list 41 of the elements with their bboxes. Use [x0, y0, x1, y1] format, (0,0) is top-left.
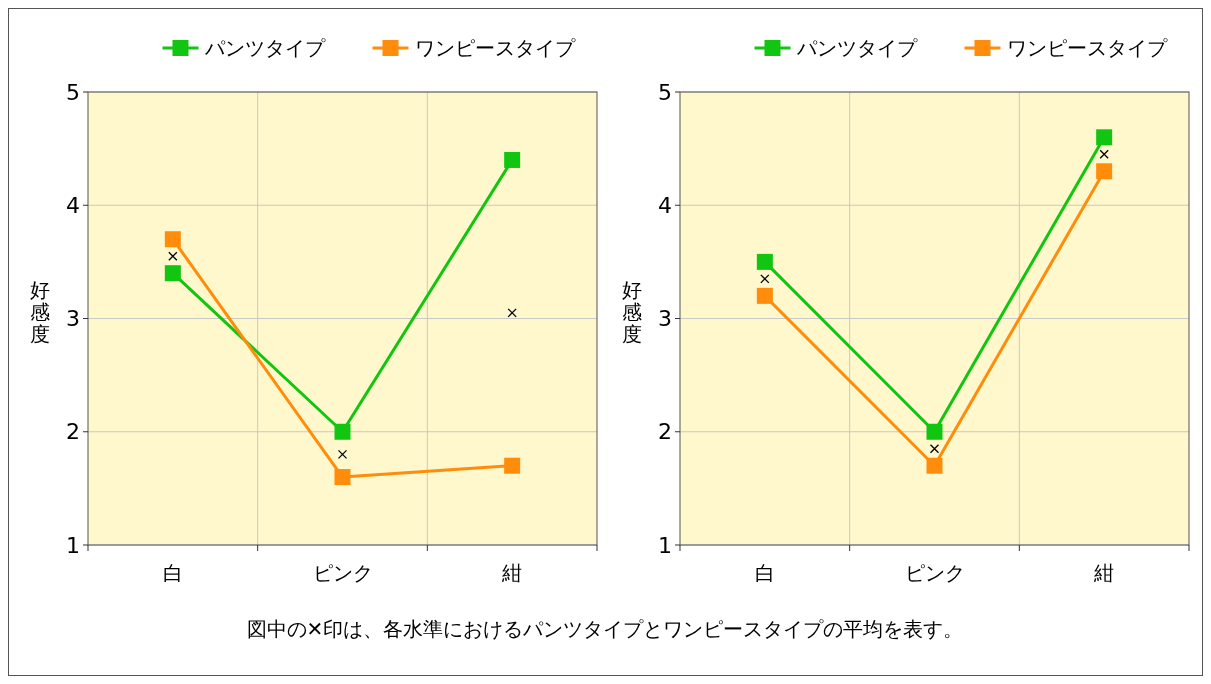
legend-label: パンツタイプ — [795, 36, 918, 60]
point — [334, 469, 351, 486]
point — [1096, 163, 1113, 180]
y-tick-label: 1 — [66, 532, 80, 558]
point — [929, 444, 940, 454]
x-tick-label: ピンク — [904, 561, 965, 585]
y-tick-label: 5 — [658, 79, 672, 105]
point — [756, 253, 773, 270]
y-tick-label: 2 — [658, 419, 672, 445]
point — [504, 151, 521, 168]
legend-label: パンツタイプ — [203, 36, 326, 60]
x-tick-label: 紺 — [501, 561, 523, 585]
legend-label: ワンピースタイプ — [414, 36, 576, 60]
text: 図中の✕印は、各水準におけるパンツタイプとワンピースタイプの平均を表す。 — [246, 617, 964, 641]
y-tick-label: 3 — [658, 306, 672, 332]
point — [504, 457, 521, 474]
x-tick-label: 白 — [162, 561, 183, 585]
x-tick-label: ピンク — [312, 561, 373, 585]
y-tick-label: 4 — [658, 192, 672, 218]
x-tick-label: 白 — [754, 561, 775, 585]
y-axis-title: 好感度 — [622, 277, 642, 346]
point — [926, 457, 943, 474]
y-tick-label: 3 — [66, 306, 80, 332]
y-tick-label: 2 — [66, 419, 80, 445]
point — [164, 265, 181, 282]
x-tick-label: 紺 — [1093, 561, 1115, 585]
point — [168, 251, 178, 261]
point — [1099, 149, 1109, 159]
point — [507, 308, 517, 318]
y-tick-label: 4 — [66, 192, 80, 218]
point — [164, 231, 181, 248]
point — [760, 274, 770, 284]
legend-label: ワンピースタイプ — [1006, 36, 1168, 60]
point — [334, 423, 351, 440]
y-tick-label: 5 — [66, 79, 80, 105]
point — [926, 423, 943, 440]
y-tick-label: 1 — [658, 532, 672, 558]
point — [1096, 129, 1113, 146]
point — [756, 287, 773, 304]
y-axis-title: 好感度 — [30, 277, 50, 346]
point — [337, 449, 348, 460]
